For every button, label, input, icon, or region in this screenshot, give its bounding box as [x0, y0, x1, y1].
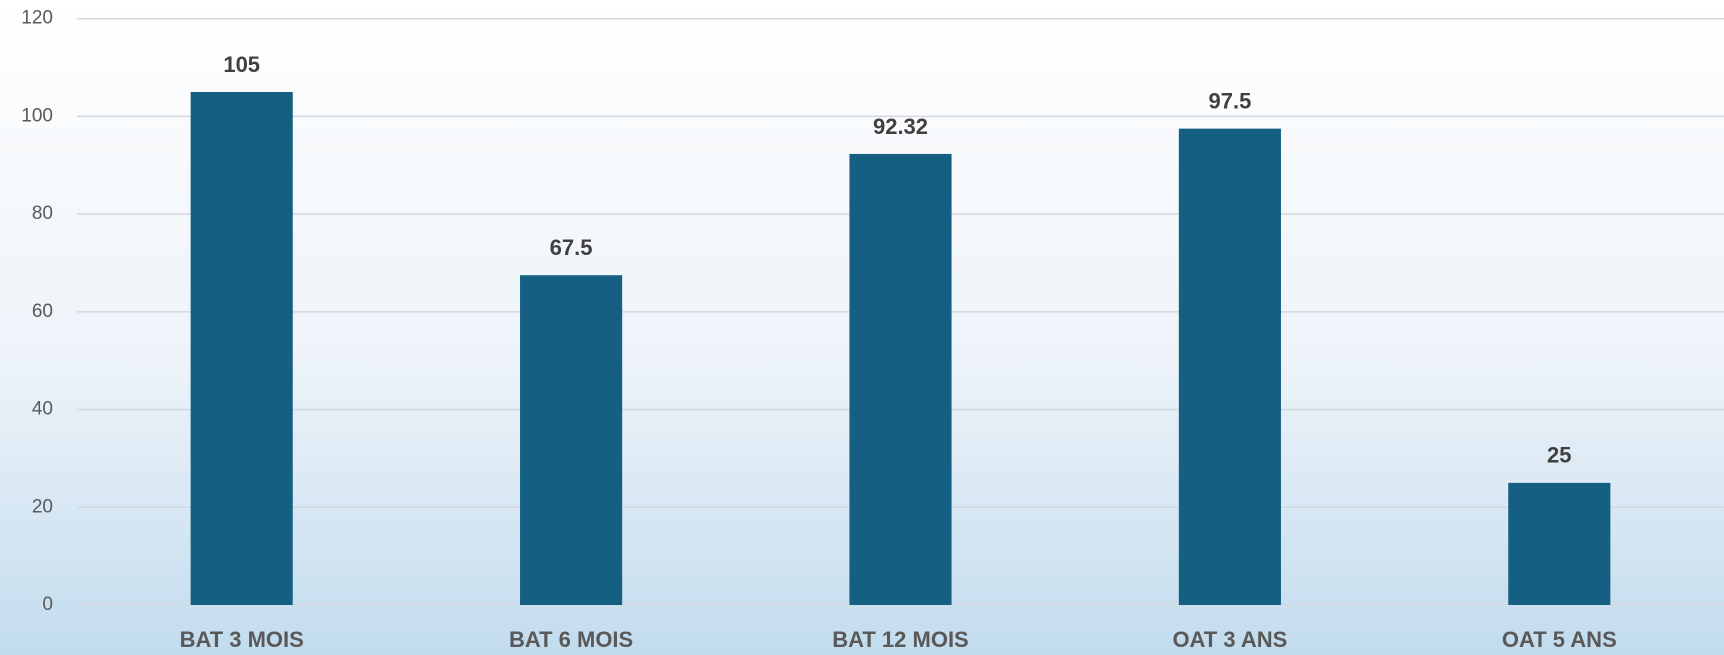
y-tick-label: 20 [32, 496, 53, 517]
data-label: 105 [223, 52, 260, 77]
x-tick-label: OAT 5 ANS [1502, 627, 1617, 652]
bar [1508, 482, 1611, 605]
y-tick-label: 40 [32, 399, 53, 420]
y-tick-label: 60 [32, 301, 53, 322]
bar [1178, 128, 1281, 605]
data-label: 92.32 [873, 114, 928, 139]
bar [849, 153, 952, 605]
x-tick-label: OAT 3 ANS [1172, 627, 1287, 652]
x-tick-label: BAT 3 MOIS [180, 627, 304, 652]
data-label: 67.5 [550, 235, 593, 260]
y-tick-label: 120 [21, 8, 53, 29]
y-tick-label: 100 [21, 105, 53, 126]
x-tick-label: BAT 12 MOIS [832, 627, 969, 652]
bar [190, 91, 293, 606]
bar [520, 275, 623, 605]
x-tick-label: BAT 6 MOIS [509, 627, 633, 652]
data-label: 25 [1547, 443, 1571, 468]
y-tick-label: 0 [42, 594, 53, 615]
y-tick-label: 80 [32, 203, 53, 224]
data-label: 97.5 [1208, 88, 1251, 113]
